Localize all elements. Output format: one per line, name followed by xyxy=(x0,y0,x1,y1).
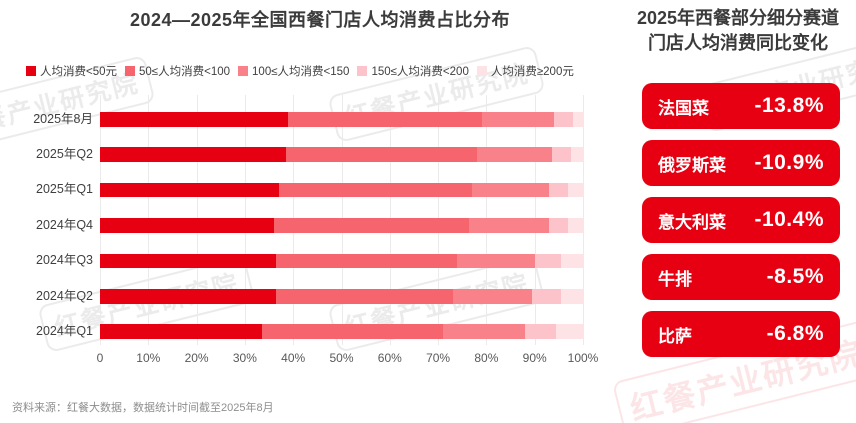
chart-legend: 人均消费<50元 50≤人均消费<100 100≤人均消费<150 150≤人均消费<… xyxy=(26,63,574,79)
rate-box-value: -13.8% xyxy=(754,94,824,117)
bar-segment xyxy=(551,147,571,162)
legend-item: 人均消费≥200元 xyxy=(476,63,574,79)
legend-swatch xyxy=(238,66,249,76)
bar-row xyxy=(100,289,583,304)
x-axis-tick-label: 90% xyxy=(522,351,547,365)
bar-segment xyxy=(100,147,286,162)
bar-segment xyxy=(570,147,583,162)
rate-box-value: -8.5% xyxy=(766,265,824,288)
bar-segment xyxy=(568,182,583,198)
bar-segment xyxy=(276,253,458,269)
rate-box: 比萨 -6.8% xyxy=(642,311,840,357)
bar-segment xyxy=(276,289,453,304)
rate-box: 法国菜 -13.8% xyxy=(642,83,840,129)
category-label: 2024年Q3 xyxy=(36,253,93,268)
x-axis-tick-label: 60% xyxy=(377,351,402,365)
category-label: 2024年Q4 xyxy=(36,217,93,232)
x-axis-tick-label: 100% xyxy=(567,351,599,365)
right-panel-title: 2025年西餐部分细分赛道 门店人均消费同比变化 xyxy=(620,6,856,56)
bar-segment xyxy=(549,218,569,233)
rate-box: 意大利菜 -10.4% xyxy=(642,197,840,243)
legend-label: 100≤人均消费<150 xyxy=(252,66,350,78)
rate-box-value: -10.4% xyxy=(754,208,824,231)
bar-row xyxy=(100,147,583,162)
bar-segment xyxy=(100,182,279,198)
bar-segment xyxy=(288,112,482,127)
bar-row xyxy=(100,253,583,269)
rate-box-name: 比萨 xyxy=(658,326,692,346)
bar-segment xyxy=(457,253,535,269)
legend-label: 150≤人均消费<200 xyxy=(371,66,469,78)
bar-row xyxy=(100,112,583,127)
rate-box: 牛排 -8.5% xyxy=(642,254,840,300)
bar-segment xyxy=(100,324,262,339)
source-note: 资料来源：红餐大数据，数据统计时间截至2025年8月 xyxy=(12,402,274,414)
legend-item: 50≤人均消费<100 xyxy=(125,63,230,79)
x-axis-tick-label: 40% xyxy=(281,351,306,365)
x-axis-tick-label: 0 xyxy=(96,351,104,365)
category-label: 2024年Q2 xyxy=(36,288,93,303)
bar-segment xyxy=(100,218,274,233)
bar-segment xyxy=(481,112,554,127)
legend-label: 人均消费<50元 xyxy=(40,66,118,78)
x-axis-tick-label: 30% xyxy=(232,351,257,365)
bar-segment xyxy=(556,324,583,339)
bar-segment xyxy=(471,182,550,198)
rate-box-name: 法国菜 xyxy=(658,98,709,118)
legend-label: 人均消费≥200元 xyxy=(490,66,574,78)
x-axis-tick-label: 10% xyxy=(136,351,161,365)
bar-segment xyxy=(442,324,526,339)
legend-swatch xyxy=(125,66,136,76)
rate-box-value: -6.8% xyxy=(766,322,824,345)
gridline xyxy=(583,95,584,345)
legend-swatch xyxy=(26,66,36,76)
bar-segment xyxy=(561,289,583,304)
bar-segment xyxy=(452,289,533,304)
bar-segment xyxy=(100,253,277,269)
bar-segment xyxy=(100,112,289,127)
bar-segment xyxy=(476,147,552,162)
x-axis-tick-label: 70% xyxy=(426,351,451,365)
bar-segment xyxy=(273,218,470,233)
bar-segment xyxy=(573,112,583,127)
bar-row xyxy=(100,324,583,339)
x-axis-tick-label: 50% xyxy=(329,351,354,365)
bar-segment xyxy=(100,289,277,304)
bar-row xyxy=(100,218,583,233)
category-label: 2025年8月 xyxy=(33,111,93,126)
rate-box-name: 俄罗斯菜 xyxy=(658,155,726,175)
rate-box-name: 意大利菜 xyxy=(658,212,726,232)
bar-segment xyxy=(469,218,550,233)
category-label: 2025年Q2 xyxy=(36,146,93,161)
bar-segment xyxy=(285,147,477,162)
legend-item: 人均消费<50元 xyxy=(26,63,117,79)
bar-segment xyxy=(278,182,472,198)
bar-row xyxy=(100,182,583,198)
chart-title: 2024—2025年全国西餐门店人均消费占比分布 xyxy=(129,10,511,30)
bar-segment xyxy=(532,289,562,304)
legend-item: 150≤人均消费<200 xyxy=(357,63,469,79)
rate-box-name: 牛排 xyxy=(658,269,692,289)
right-panel-title-line1: 2025年西餐部分细分赛道 xyxy=(636,8,840,28)
legend-item: 100≤人均消费<150 xyxy=(238,63,349,79)
legend-swatch xyxy=(357,66,368,76)
rate-box-value: -10.9% xyxy=(754,151,824,174)
x-axis-tick-label: 80% xyxy=(474,351,499,365)
bar-segment xyxy=(525,324,557,339)
legend-swatch xyxy=(476,66,487,76)
legend-label: 50≤人均消费<100 xyxy=(139,66,231,78)
rate-box: 俄罗斯菜 -10.9% xyxy=(642,140,840,186)
bar-segment xyxy=(568,218,583,233)
category-label: 2025年Q1 xyxy=(36,182,93,197)
category-label: 2024年Q1 xyxy=(36,323,93,338)
bar-segment xyxy=(553,112,574,127)
chart-plot-area: 0 10% 20% 30% 40% 50% 60% 70% 80% 90% 100% xyxy=(97,95,598,371)
bar-segment xyxy=(261,324,443,339)
x-axis-tick-label: 20% xyxy=(184,351,209,365)
bar-segment xyxy=(549,182,569,198)
bar-segment xyxy=(561,253,583,269)
bar-segment xyxy=(534,253,562,269)
right-panel-title-line2: 门店人均消费同比变化 xyxy=(648,33,828,53)
